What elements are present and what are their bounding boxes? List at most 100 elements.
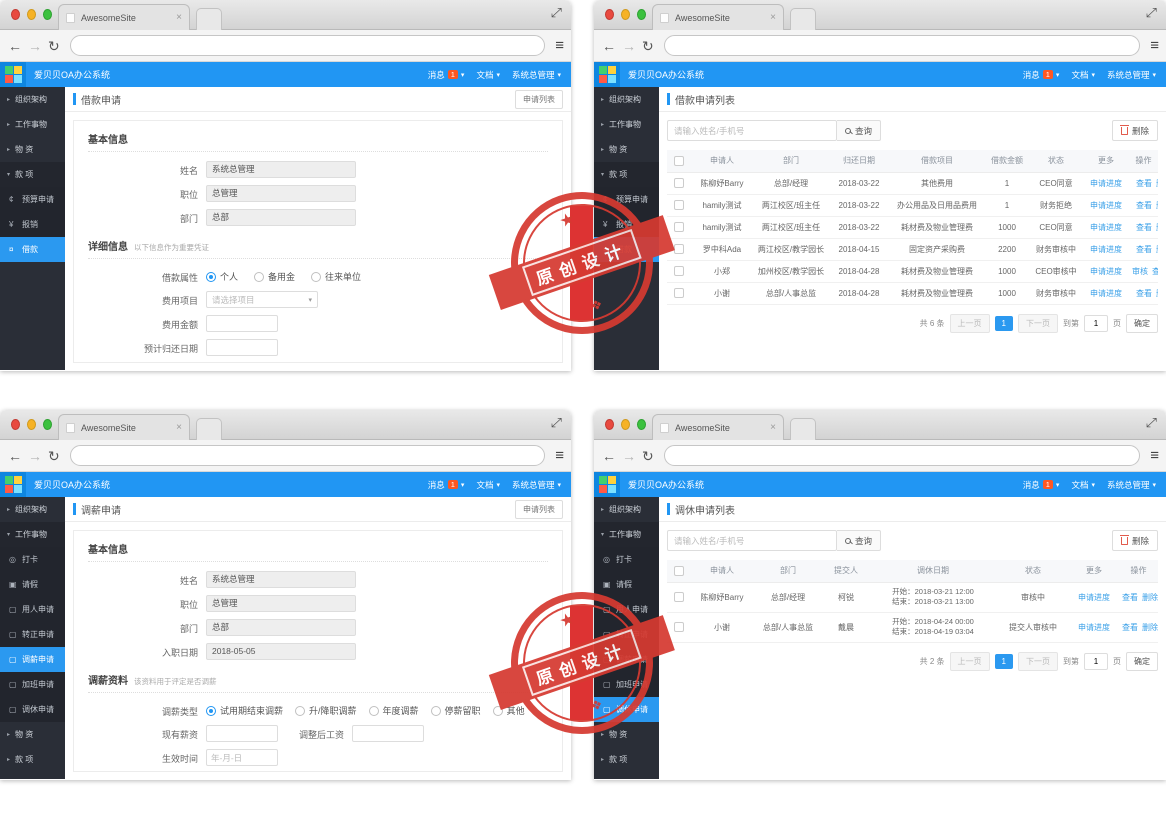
sidebar-item-checkin[interactable]: ◎ 打卡 [0,547,65,572]
user-menu[interactable]: 系统总管理 ▾ [511,69,561,80]
user-menu[interactable]: 系统总管理 ▾ [511,479,561,490]
forward-icon[interactable]: → [622,447,636,464]
messages-menu[interactable]: 消息 1 ▾ [1022,479,1060,490]
delete-button[interactable]: 删除 [1111,530,1158,551]
menu-icon[interactable]: ≡ [555,447,564,464]
app-logo-icon[interactable] [0,62,26,87]
zoom-window-button[interactable] [637,419,646,430]
current-page[interactable]: 1 [994,653,1013,669]
select-all-checkbox[interactable] [674,565,684,576]
progress-link[interactable]: 申请进度 [1090,266,1122,276]
delete-link[interactable]: 删除 [1156,289,1158,298]
messages-menu[interactable]: 消息 1 ▾ [1022,69,1060,80]
delete-link[interactable]: 删除 [1156,245,1158,254]
url-input[interactable] [69,445,546,466]
select-all-checkbox[interactable] [674,155,684,166]
view-link[interactable]: 查看 [1152,267,1158,276]
view-link[interactable]: 查看 [1136,178,1152,188]
return-date-input[interactable] [206,339,278,356]
docs-menu[interactable]: 文档 ▾ [1071,69,1095,80]
radio-counterparty[interactable]: 往来单位 [311,270,361,283]
table-row[interactable]: 小谢 总部/人事总监 2018-04-28 耗材费及物业管理费 1000 财务审… [667,282,1158,305]
row-checkbox[interactable] [674,200,684,210]
delete-button[interactable]: 删除 [1111,120,1158,141]
current-salary-input[interactable] [206,725,278,742]
user-menu[interactable]: 系统总管理 ▾ [1106,69,1156,80]
goto-page-input[interactable] [1084,314,1108,332]
new-salary-input[interactable] [352,725,424,742]
prev-page-button[interactable]: 上一页 [949,313,990,333]
close-tab-icon[interactable]: × [176,422,182,433]
zoom-window-button[interactable] [43,9,52,20]
reload-icon[interactable]: ↻ [48,447,60,464]
row-checkbox[interactable] [674,244,684,254]
sidebar-item-loan[interactable]: ¤借款 [0,237,65,262]
back-icon[interactable]: ← [8,447,22,464]
confirm-button[interactable]: 确定 [1126,313,1158,333]
docs-menu[interactable]: 文档 ▾ [476,69,500,80]
table-row[interactable]: 小郑 加州校区/教学园长 2018-04-28 耗材费及物业管理费 1000 C… [667,260,1158,283]
sidebar-item-leave[interactable]: ▣ 请假 [594,572,659,597]
delete-link[interactable]: 删除 [1156,223,1158,232]
row-checkbox[interactable] [674,222,684,232]
sidebar-item-org[interactable]: ▸ 组织架构 [7,505,48,514]
row-checkbox[interactable] [674,288,684,298]
sidebar-item-hiring[interactable]: ▢ 用人申请 [594,597,659,622]
sidebar-item-funds[interactable]: ▾ 款 项 [594,162,659,187]
sidebar-item-salary-adjust[interactable]: ▢调薪申请 [0,647,65,672]
search-input[interactable] [667,530,837,551]
close-tab-icon[interactable]: × [176,12,182,23]
current-page[interactable]: 1 [994,315,1013,331]
back-icon[interactable]: ← [8,37,22,54]
sidebar-item-comp-leave[interactable]: ▢ 调休申请 [0,697,65,722]
radio-other[interactable]: 其他 [492,704,525,717]
reload-icon[interactable]: ↻ [48,37,60,54]
application-list-button[interactable]: 申请列表 [515,89,563,109]
docs-menu[interactable]: 文档 ▾ [1071,479,1095,490]
new-tab-button[interactable] [790,418,816,440]
browser-tab[interactable]: AwesomeSite × [58,4,190,30]
browser-tab[interactable]: AwesomeSite × [652,4,784,30]
sidebar-item-overtime[interactable]: ▢ 加班申请 [594,672,659,697]
url-input[interactable] [663,35,1141,56]
view-link[interactable]: 查看 [1136,200,1152,210]
menu-icon[interactable]: ≡ [1150,447,1159,464]
sidebar-item-org[interactable]: ▸ 组织架构 [601,95,642,104]
browser-tab[interactable]: AwesomeSite × [58,414,190,440]
application-list-button[interactable]: 申请列表 [515,499,563,519]
url-input[interactable] [663,445,1141,466]
url-input[interactable] [69,35,546,56]
close-tab-icon[interactable]: × [770,12,776,23]
titlebar[interactable]: AwesomeSite × ⤢ [0,410,571,440]
sidebar-item-funds[interactable]: ▸ 款 项 [7,755,34,764]
view-link[interactable]: 查看 [1122,592,1138,602]
sidebar-item-work[interactable]: ▸ 工作事物 [7,120,48,129]
forward-icon[interactable]: → [28,37,42,54]
sidebar-item-checkin[interactable]: ◎ 打卡 [594,547,659,572]
table-row[interactable]: 小谢 总部/人事总监 戴晨 开始：2018-04-24 00:00 结束：2018… [667,612,1158,643]
progress-link[interactable]: 申请进度 [1078,622,1110,632]
row-checkbox[interactable] [674,266,684,276]
sidebar-item-funds[interactable]: ▸ 款 项 [601,755,628,764]
next-page-button[interactable]: 下一页 [1018,651,1058,671]
sidebar-item-reimburse[interactable]: ¥ 报销 [0,212,65,237]
effective-date-input[interactable] [206,749,278,766]
close-window-button[interactable] [11,419,20,430]
close-window-button[interactable] [11,9,20,20]
close-window-button[interactable] [605,9,614,20]
minimize-window-button[interactable] [621,9,630,20]
menu-icon[interactable]: ≡ [555,37,564,54]
sidebar-item-org[interactable]: ▸ 组织架构 [7,95,48,104]
view-link[interactable]: 查看 [1136,244,1152,254]
new-tab-button[interactable] [790,8,816,30]
sidebar-item-overtime[interactable]: ▢ 加班申请 [0,672,65,697]
zoom-window-button[interactable] [637,9,646,20]
view-link[interactable]: 查看 [1122,622,1138,632]
radio-probation-end[interactable]: 试用期结束调薪 [206,704,283,717]
progress-link[interactable]: 申请进度 [1078,592,1110,602]
new-tab-button[interactable] [196,8,222,30]
sidebar-item-comp-leave[interactable]: ▢ 调休申请 [594,697,659,722]
sidebar-item-work[interactable]: ▾ 工作事物 [0,522,65,547]
delete-link[interactable]: 删除 [1156,201,1158,210]
app-logo-icon[interactable] [594,472,620,497]
